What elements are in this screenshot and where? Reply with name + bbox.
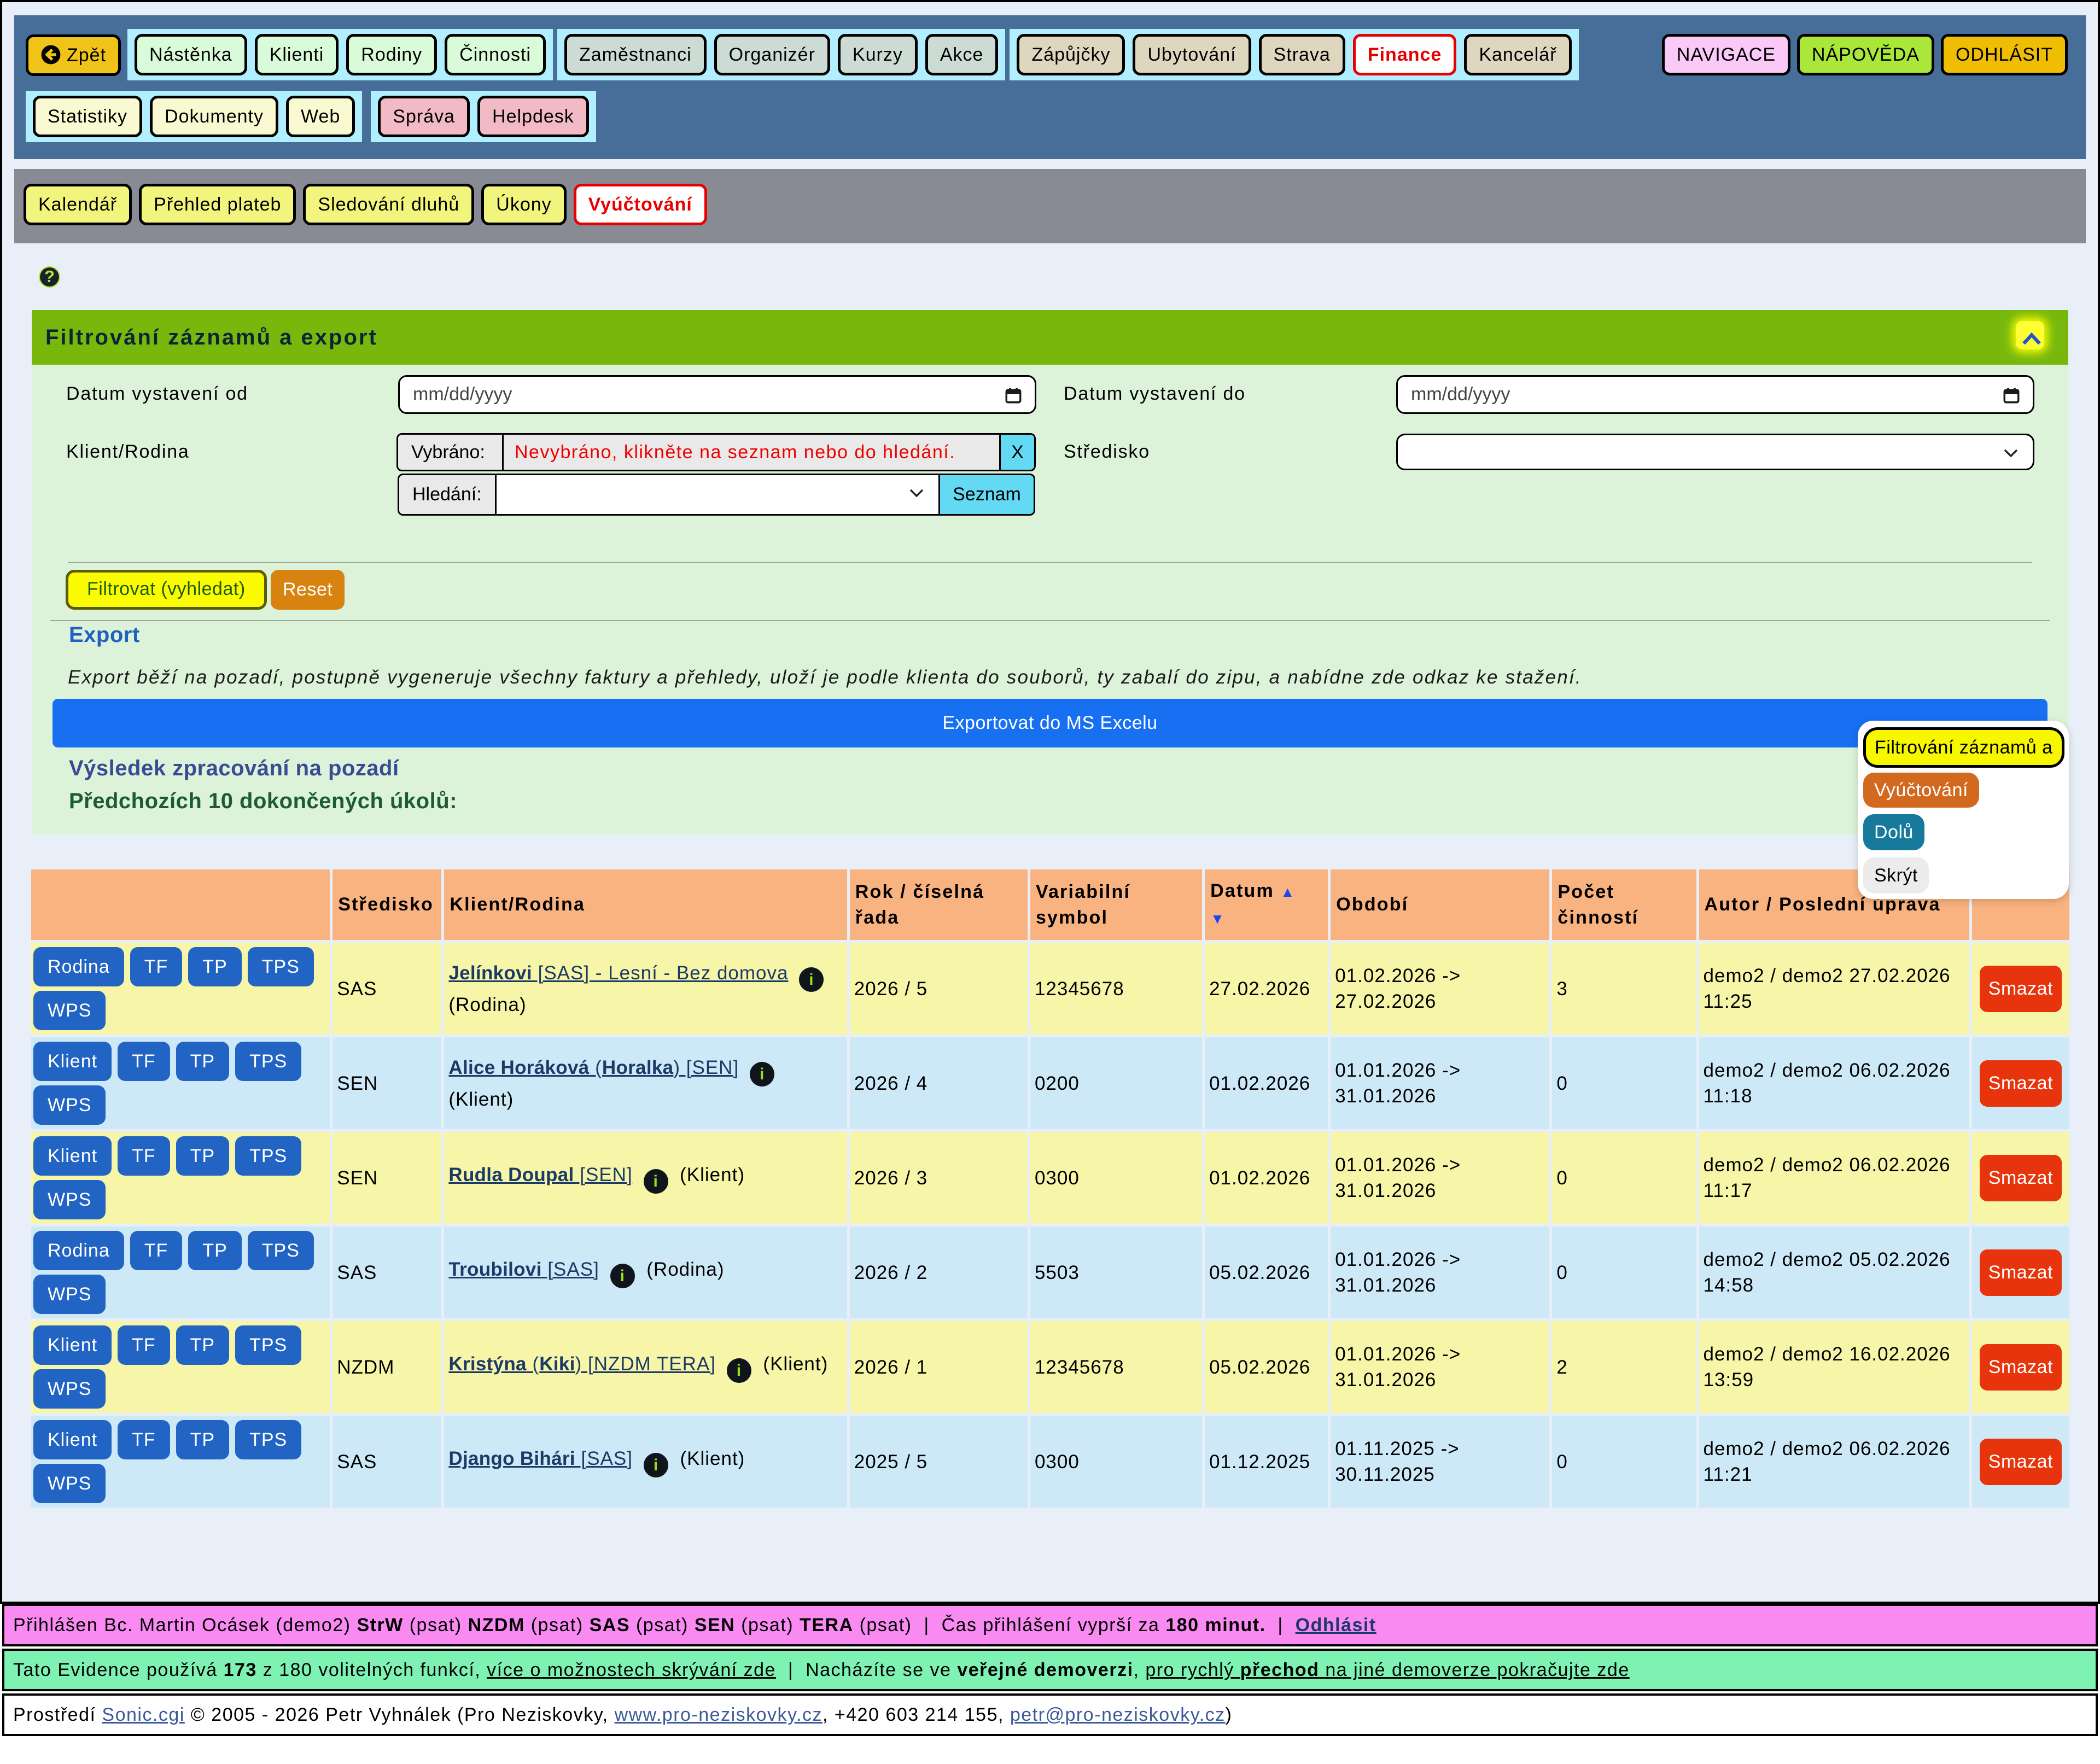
svg-text:?: ? — [44, 267, 55, 286]
